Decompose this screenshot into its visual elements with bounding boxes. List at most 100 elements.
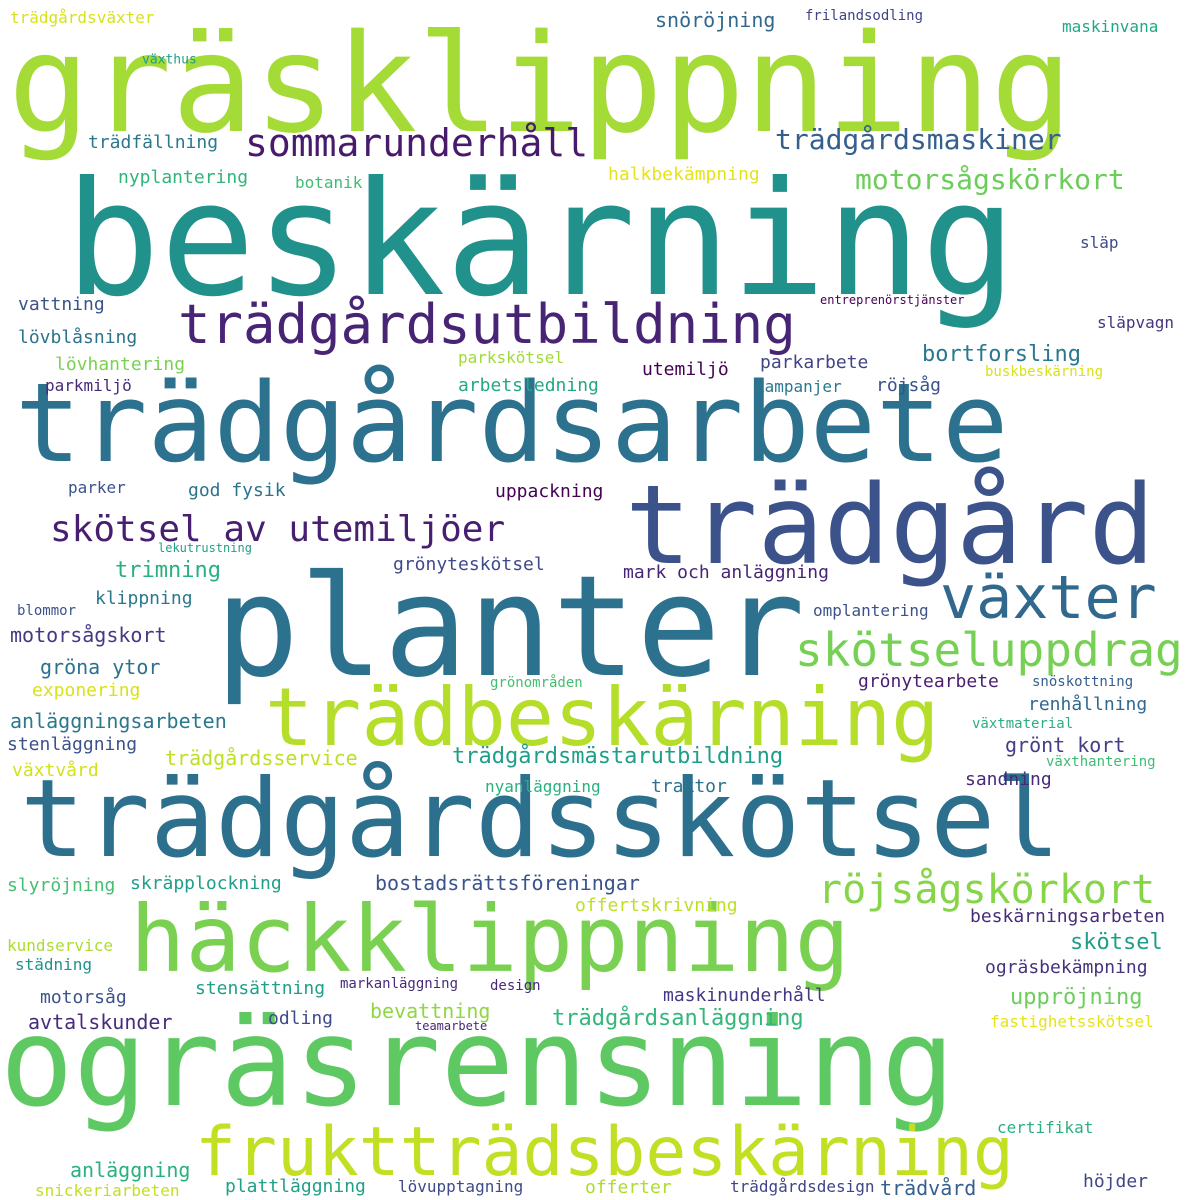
word-vaxthus: växthus (142, 52, 197, 68)
word-ograsrensning: ogräsrensning (0, 992, 955, 1134)
word-hojder: höjder (1083, 1171, 1149, 1192)
word-tradgardsarbete: trädgårdsarbete (15, 359, 1009, 487)
word-botanik: botanik (295, 173, 363, 192)
word-nyplantering: nyplantering (118, 167, 249, 188)
word-tradvard: trädvård (880, 1176, 977, 1200)
word-skotsel-av-utemiljoer: skötsel av utemiljöer (50, 509, 506, 550)
word-entreprenorstjanster: entreprenörstjänster (820, 293, 965, 307)
word-lovblasning: lövblåsning (18, 327, 138, 348)
word-tradgardsanlaggning: trädgårdsanläggning (552, 1006, 804, 1031)
word-exponering: exponering (32, 680, 141, 701)
word-vattning: vattning (18, 294, 105, 315)
word-anlaggning: anläggning (70, 1158, 191, 1182)
word-tradgardsutbildning: trädgårdsutbildning (178, 293, 796, 356)
word-slapvagn: släpvagn (1097, 313, 1175, 332)
word-slyrojning: slyröjning (7, 875, 116, 896)
word-tradgardsdesign: trädgårdsdesign (730, 1177, 875, 1196)
word-markanlaggning: markanläggning (340, 976, 459, 992)
word-lovhantering: lövhantering (55, 354, 186, 375)
word-lekutrustning: lekutrustning (158, 541, 252, 555)
word-bortforsling: bortforsling (922, 342, 1081, 367)
word-stensattning: stensättning (195, 978, 326, 999)
word-skrapplockning: skräpplockning (130, 873, 282, 894)
word-trimning: trimning (115, 558, 221, 583)
word-snoskottning: snöskottning (1032, 674, 1134, 690)
word-sandning: sandning (965, 769, 1052, 790)
word-bevattning: bevattning (370, 999, 491, 1023)
word-tradgardsservice: trädgårdsservice (165, 746, 358, 770)
word-nyanlaggning: nyanläggning (485, 777, 601, 796)
word-hackklippning: häckklippning (130, 886, 851, 993)
word-rojsagskorkort: röjsågskörkort (818, 867, 1156, 913)
word-snickeriarbeten: snickeriarbeten (35, 1181, 180, 1200)
word-omplantering: omplantering (813, 601, 929, 620)
word-skotseluppdrag: skötseluppdrag (795, 623, 1183, 677)
word-motorsagskorkort: motorsågskörkort (855, 163, 1125, 196)
word-skotsel: skötsel (1070, 930, 1163, 955)
word-motorsagskort: motorsågskort (10, 623, 167, 647)
word-grona-ytor: gröna ytor (40, 655, 161, 679)
word-arbetsledning: arbetsledning (458, 375, 599, 396)
word-maskinvana: maskinvana (1062, 17, 1159, 36)
word-tradgard: trädgård (625, 461, 1155, 589)
word-tradgardsmaskiner: trädgårdsmaskiner (775, 123, 1062, 156)
word-tradgardsskotsel: trädgårdsskötsel (20, 757, 1061, 882)
word-offerter: offerter (585, 1177, 672, 1198)
word-stadning: städning (15, 955, 93, 974)
word-maskinunderhall: maskinunderhåll (663, 985, 826, 1006)
word-sommarunderhall: sommarunderhåll (245, 121, 589, 165)
word-utemiljo: utemiljö (642, 359, 729, 380)
word-tradfallning: trädfällning (88, 132, 219, 153)
word-motorsag: motorsåg (40, 987, 127, 1008)
word-kampanjer: kampanjer (755, 377, 842, 396)
word-vaxtmaterial: växtmaterial (972, 716, 1074, 732)
word-lovupptagning: lövupptagning (398, 1177, 524, 1196)
word-vaxthantering: växthantering (1046, 754, 1156, 770)
word-gronyteskotsel: grönyteskötsel (393, 554, 545, 575)
word-mark-och-anlaggning: mark och anläggning (623, 562, 829, 583)
word-kundservice: kundservice (7, 936, 113, 955)
word-planter: planter (215, 546, 806, 709)
word-uppackning: uppackning (495, 481, 604, 502)
word-fastighetsskotsel: fastighetsskötsel (990, 1012, 1154, 1031)
word-stenlaggning: stenläggning (7, 734, 138, 755)
word-ograsbekampning: ogräsbekämpning (985, 957, 1148, 978)
word-traktor: traktor (651, 776, 727, 797)
word-snorojning: snöröjning (655, 8, 776, 32)
word-blommor: blommor (17, 603, 77, 619)
word-anlaggningsarbeten: anläggningsarbeten (10, 709, 227, 733)
word-god-fysik: god fysik (188, 480, 286, 501)
word-teamarbete: teamarbete (415, 1019, 488, 1033)
word-parkskotsel: parkskötsel (458, 348, 564, 367)
word-parker: parker (68, 478, 126, 497)
word-grasklippning: gräsklippning (8, 6, 1073, 164)
word-tradgardsmastarutbildning: trädgårdsmästarutbildning (452, 744, 784, 769)
word-parkarbete: parkarbete (760, 352, 869, 373)
word-frilandsodling: frilandsodling (805, 8, 924, 24)
word-rojsag: röjsåg (876, 375, 942, 396)
word-offertskrivning: offertskrivning (575, 895, 738, 916)
word-slap: släp (1080, 233, 1119, 252)
word-klippning: klippning (95, 588, 193, 609)
word-certifikat: certifikat (997, 1118, 1094, 1137)
word-avtalskunder: avtalskunder (28, 1010, 173, 1034)
word-vaxtvard: växtvård (12, 760, 99, 781)
word-buskbeskarning: buskbeskärning (985, 364, 1104, 380)
word-halkbekampning: halkbekämpning (608, 164, 760, 185)
word-beskarning: beskärning (65, 148, 1017, 332)
word-bostadsrattsforeningar: bostadsrättsföreningar (375, 871, 640, 895)
word-renhallning: renhållning (1028, 694, 1148, 715)
word-gronomraden: grönområden (490, 675, 583, 691)
word-beskarningsarbeten: beskärningsarbeten (970, 906, 1166, 927)
word-gront-kort: grönt kort (1005, 733, 1126, 757)
word-upprojning: uppröjning (1010, 985, 1143, 1010)
word-plattlaggning: plattläggning (225, 1176, 366, 1197)
word-design: design (490, 978, 541, 994)
word-odling: odling (268, 1008, 334, 1029)
word-vaxter: växter (940, 563, 1157, 633)
word-gronytearbete: grönytearbete (858, 671, 999, 692)
word-parkmiljo: parkmiljö (45, 376, 132, 395)
word-tradgardsvaxter: trädgårdsväxter (10, 8, 155, 27)
word-frukttradsbeskarning: fruktträdsbeskärning (195, 1113, 1014, 1192)
